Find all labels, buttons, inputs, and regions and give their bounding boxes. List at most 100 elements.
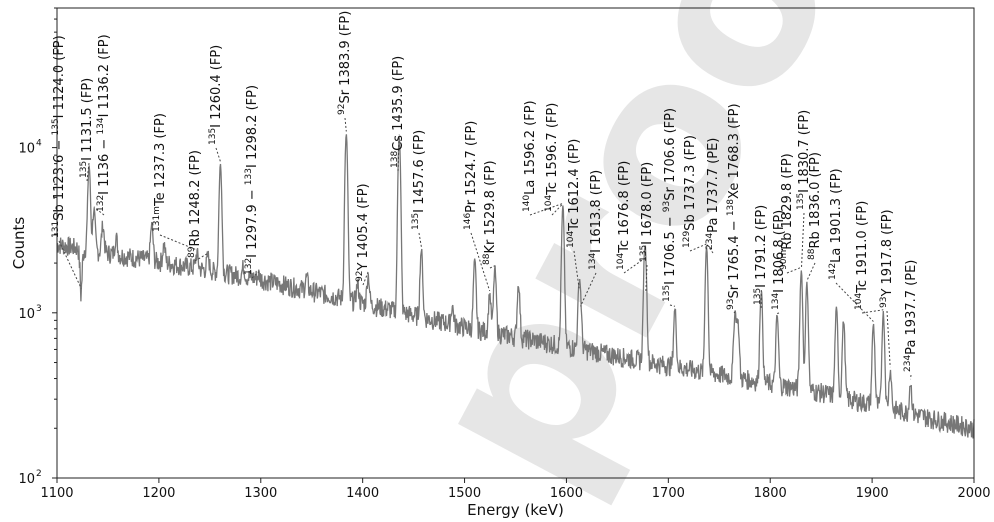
annotation-leader xyxy=(58,240,82,289)
annotation-leader xyxy=(777,312,780,314)
annotation-label: 104Tc 1676.8 (FP) xyxy=(616,161,632,270)
annotation-leader xyxy=(194,252,209,262)
annotation-label: 135I 1706.5 − 93Sr 1706.6 (FP) xyxy=(662,108,678,302)
peak-annotation: 131mTe 1237.3 (FP) xyxy=(152,113,198,251)
annotation-label: 135I 1260.4 (FP) xyxy=(208,45,224,145)
peak-annotation: 104Tc 1612.4 (FP) xyxy=(566,139,582,289)
annotation-label: 134I 1806.8 (FP) xyxy=(771,210,787,310)
x-tick-label: 1800 xyxy=(754,486,787,501)
peak-annotation: 135I 1131.5 (FP) xyxy=(79,78,95,182)
peak-annotation: 140La 1596.2 (FP) xyxy=(522,100,563,216)
annotation-leader xyxy=(861,309,884,314)
peak-annotation: 134I 1806.8 (FP) xyxy=(771,210,787,314)
y-tick-label: 10 xyxy=(18,142,35,157)
x-tick-label: 1100 xyxy=(40,486,73,501)
peak-annotation: 146Pr 1524.7 (FP) xyxy=(463,121,491,292)
annotation-leader xyxy=(551,203,564,216)
annotation-label: 92Sr 1383.9 (FP) xyxy=(337,11,353,115)
spectrum-series xyxy=(56,134,975,439)
annotation-label: 138Cs 1435.9 (FP) xyxy=(390,56,406,168)
peak-annotation: 131Sb 1123.6 − 135I 1124.0 (FP) xyxy=(51,35,82,289)
annotation-leader xyxy=(489,265,496,269)
x-tick-label: 1300 xyxy=(244,486,277,501)
x-tick-label: 1400 xyxy=(346,486,379,501)
annotation-label: 135I 1678.0 (FP) xyxy=(639,162,655,262)
peak-annotation: 135I 1457.6 (FP) xyxy=(411,130,427,248)
annotation-label: 146Pr 1524.7 (FP) xyxy=(463,121,479,230)
annotation-label: 135I 1830.7 (FP) xyxy=(796,110,812,210)
peak-annotation: 104Tc 1911.0 (FP) xyxy=(854,201,884,314)
annotation-leader xyxy=(215,147,221,162)
peak-annotation: 104Tc 1676.8 (FP) xyxy=(616,161,645,274)
watermark: proof xyxy=(373,0,936,522)
peak-annotation: 129Sb 1737.3 (FP) xyxy=(682,135,707,252)
y-tick-label: 10 xyxy=(18,307,35,322)
peak-annotation: 90mRb 1829.8 (FP) xyxy=(779,153,801,274)
annotation-leader xyxy=(529,203,563,216)
annotation-label: 234Pa 1937.7 (PE) xyxy=(903,260,919,372)
annotation-label: 104Tc 1911.0 (FP) xyxy=(854,201,870,310)
annotation-leader xyxy=(910,374,912,380)
annotation-leader xyxy=(669,304,676,307)
annotation-label: 135I 1131.5 (FP) xyxy=(79,78,95,178)
annotation-label: 89Rb 1248.2 (FP) xyxy=(187,150,203,258)
annotation-label: 135I 1791.2 (FP) xyxy=(753,205,769,305)
x-tick-label: 1900 xyxy=(856,486,889,501)
annotation-leader xyxy=(645,264,648,292)
annotation-leader xyxy=(251,271,260,279)
peak-annotation: 135I 1830.7 (FP) xyxy=(796,110,812,268)
x-tick-label: 1500 xyxy=(448,486,481,501)
annotation-leader xyxy=(733,309,737,314)
annotation-label: 134I 1613.8 (FP) xyxy=(588,170,604,270)
peak-annotation: 234Pa 1937.7 (PE) xyxy=(903,260,919,380)
annotation-label: 140La 1596.2 (FP) xyxy=(522,100,538,212)
x-tick-label: 1200 xyxy=(142,486,175,501)
annotation-leader xyxy=(886,310,891,368)
annotation-label: 129Sb 1737.3 (FP) xyxy=(682,135,698,248)
peak-annotation: 142La 1901.3 (FP) xyxy=(828,168,874,322)
peak-annotation: 234Pa 1737.7 (PE) xyxy=(705,138,721,254)
annotation-label: 104Tc 1612.4 (FP) xyxy=(566,139,582,248)
x-tick-label: 2000 xyxy=(957,486,990,501)
annotation-label: 142La 1901.3 (FP) xyxy=(828,168,844,280)
annotation-leader xyxy=(159,234,198,251)
y-tick-label: 10 xyxy=(18,472,35,487)
annotation-label: 92Y 1405.4 (FP) xyxy=(355,183,371,282)
spectrum-line xyxy=(56,134,975,439)
annotation-label: 90mRb 1829.8 (FP) xyxy=(779,153,795,270)
annotation-leader xyxy=(835,282,874,322)
annotation-label: 104Tc 1596.7 (FP) xyxy=(544,103,560,212)
peak-annotation: 135I 1706.5 − 93Sr 1706.6 (FP) xyxy=(662,108,678,307)
annotation-leader xyxy=(806,262,816,281)
plot-frame xyxy=(56,7,975,479)
peak-annotation: 132I 1297.9 − 133I 1298.2 (FP) xyxy=(244,85,260,279)
annotation-label: 131mTe 1237.3 (FP) xyxy=(152,113,168,232)
annotation-leader xyxy=(86,162,90,182)
annotation-label: 135I 1457.6 (FP) xyxy=(411,130,427,230)
annotation-label: 88Kr 1529.8 (FP) xyxy=(482,160,498,265)
annotation-label: 88Rb 1836.0 (FP) xyxy=(807,152,823,260)
annotation-label: 132I 1136 − 134I 1136.2 (FP) xyxy=(96,34,112,212)
annotation-label: 93Y 1917.8 (FP) xyxy=(879,209,895,308)
peak-annotation: 104Tc 1596.7 (FP) xyxy=(544,103,564,216)
annotation-leader xyxy=(689,243,707,252)
peak-annotation: 93Y 1917.8 (FP) xyxy=(879,209,895,368)
annotation-leader xyxy=(623,257,645,274)
peak-annotation: 134I 1613.8 (FP) xyxy=(580,170,604,307)
annotation-label: 132I 1297.9 − 133I 1298.2 (FP) xyxy=(244,85,260,275)
peak-annotation: 132I 1136 − 134I 1136.2 (FP) xyxy=(93,34,112,216)
watermark-text: proof xyxy=(373,0,936,522)
x-axis-label: Energy (keV) xyxy=(467,501,564,519)
peak-annotation: 135I 1678.0 (FP) xyxy=(639,162,655,292)
annotation-leader xyxy=(418,232,422,248)
peak-annotation: 89Rb 1248.2 (FP) xyxy=(187,150,209,262)
peak-annotations: 131Sb 1123.6 − 135I 1124.0 (FP) 135I 1131… xyxy=(51,11,919,380)
annotation-label: 93Sr 1765.4 − 138Xe 1768.3 (FP) xyxy=(726,103,742,310)
peak-annotation: 135I 1791.2 (FP) xyxy=(753,205,769,309)
peak-annotation: 88Kr 1529.8 (FP) xyxy=(482,160,498,269)
peak-annotation: 138Cs 1435.9 (FP) xyxy=(390,56,406,172)
annotation-label: 131Sb 1123.6 − 135I 1124.0 (FP) xyxy=(51,35,67,238)
y-tick-exponent: 3 xyxy=(36,304,42,314)
peak-annotation: 88Rb 1836.0 (FP) xyxy=(806,152,823,281)
